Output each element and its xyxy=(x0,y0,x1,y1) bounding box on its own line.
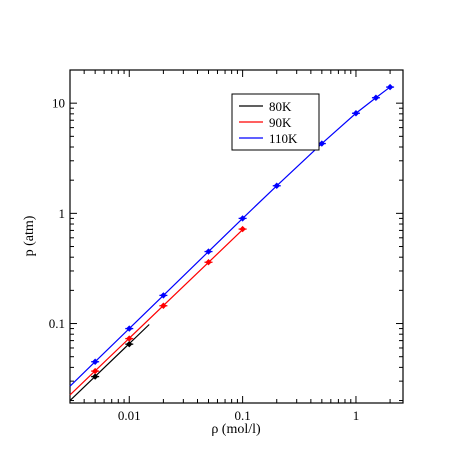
data-point-marker xyxy=(318,140,326,147)
legend-label-80k: 80K xyxy=(269,99,292,114)
data-point-marker xyxy=(372,94,380,101)
data-point-110k xyxy=(371,94,380,101)
legend: 80K 90K 110K xyxy=(231,93,320,151)
x-tick-labels: 0.01 0.1 1 xyxy=(118,408,359,423)
data-point-marker xyxy=(126,335,133,342)
data-point-110k xyxy=(272,182,281,189)
legend-label-90k: 90K xyxy=(269,115,292,130)
data-point-110k xyxy=(204,248,213,255)
x-tick-label: 0.01 xyxy=(118,408,141,423)
y-tick-labels: 0.1 1 10 xyxy=(49,96,65,331)
data-point-marker xyxy=(160,302,167,309)
data-point-marker xyxy=(91,358,99,365)
x-tick-label: 1 xyxy=(353,408,360,423)
data-point-110k xyxy=(91,358,100,365)
data-point-110k xyxy=(386,83,395,91)
data-point-marker xyxy=(160,292,167,299)
data-point-marker xyxy=(205,259,212,266)
data-point-110k xyxy=(159,292,168,299)
series-line-80k xyxy=(69,324,150,401)
data-point-marker xyxy=(126,325,133,332)
data-point-80k xyxy=(125,340,134,348)
series-layer xyxy=(69,83,395,401)
data-point-marker xyxy=(239,215,246,222)
x-tick-label: 0.1 xyxy=(234,408,250,423)
data-point-80k xyxy=(91,373,100,380)
data-point-marker xyxy=(273,182,280,189)
data-point-marker xyxy=(205,248,212,255)
y-tick-label: 1 xyxy=(59,206,66,221)
data-point-marker xyxy=(91,373,99,380)
series-line-90k xyxy=(69,229,244,396)
data-point-marker xyxy=(352,110,360,117)
y-axis-title: p (atm) xyxy=(22,215,37,256)
data-point-90k xyxy=(125,335,134,342)
data-point-marker xyxy=(126,340,133,348)
x-axis-title: ρ (mol/l) xyxy=(211,422,261,437)
data-point-marker xyxy=(386,83,394,91)
y-tick-label: 0.1 xyxy=(49,316,65,331)
data-point-90k xyxy=(238,225,247,233)
data-point-90k xyxy=(159,302,168,309)
legend-label-110k: 110K xyxy=(269,131,298,146)
data-point-90k xyxy=(91,367,100,375)
data-point-marker xyxy=(91,367,99,375)
data-point-110k xyxy=(125,325,134,332)
data-point-110k xyxy=(351,110,360,117)
axis-ticks xyxy=(69,69,403,403)
data-point-marker xyxy=(239,225,246,233)
y-tick-label: 10 xyxy=(52,96,65,111)
data-point-110k xyxy=(238,215,247,222)
data-point-90k xyxy=(204,259,213,266)
